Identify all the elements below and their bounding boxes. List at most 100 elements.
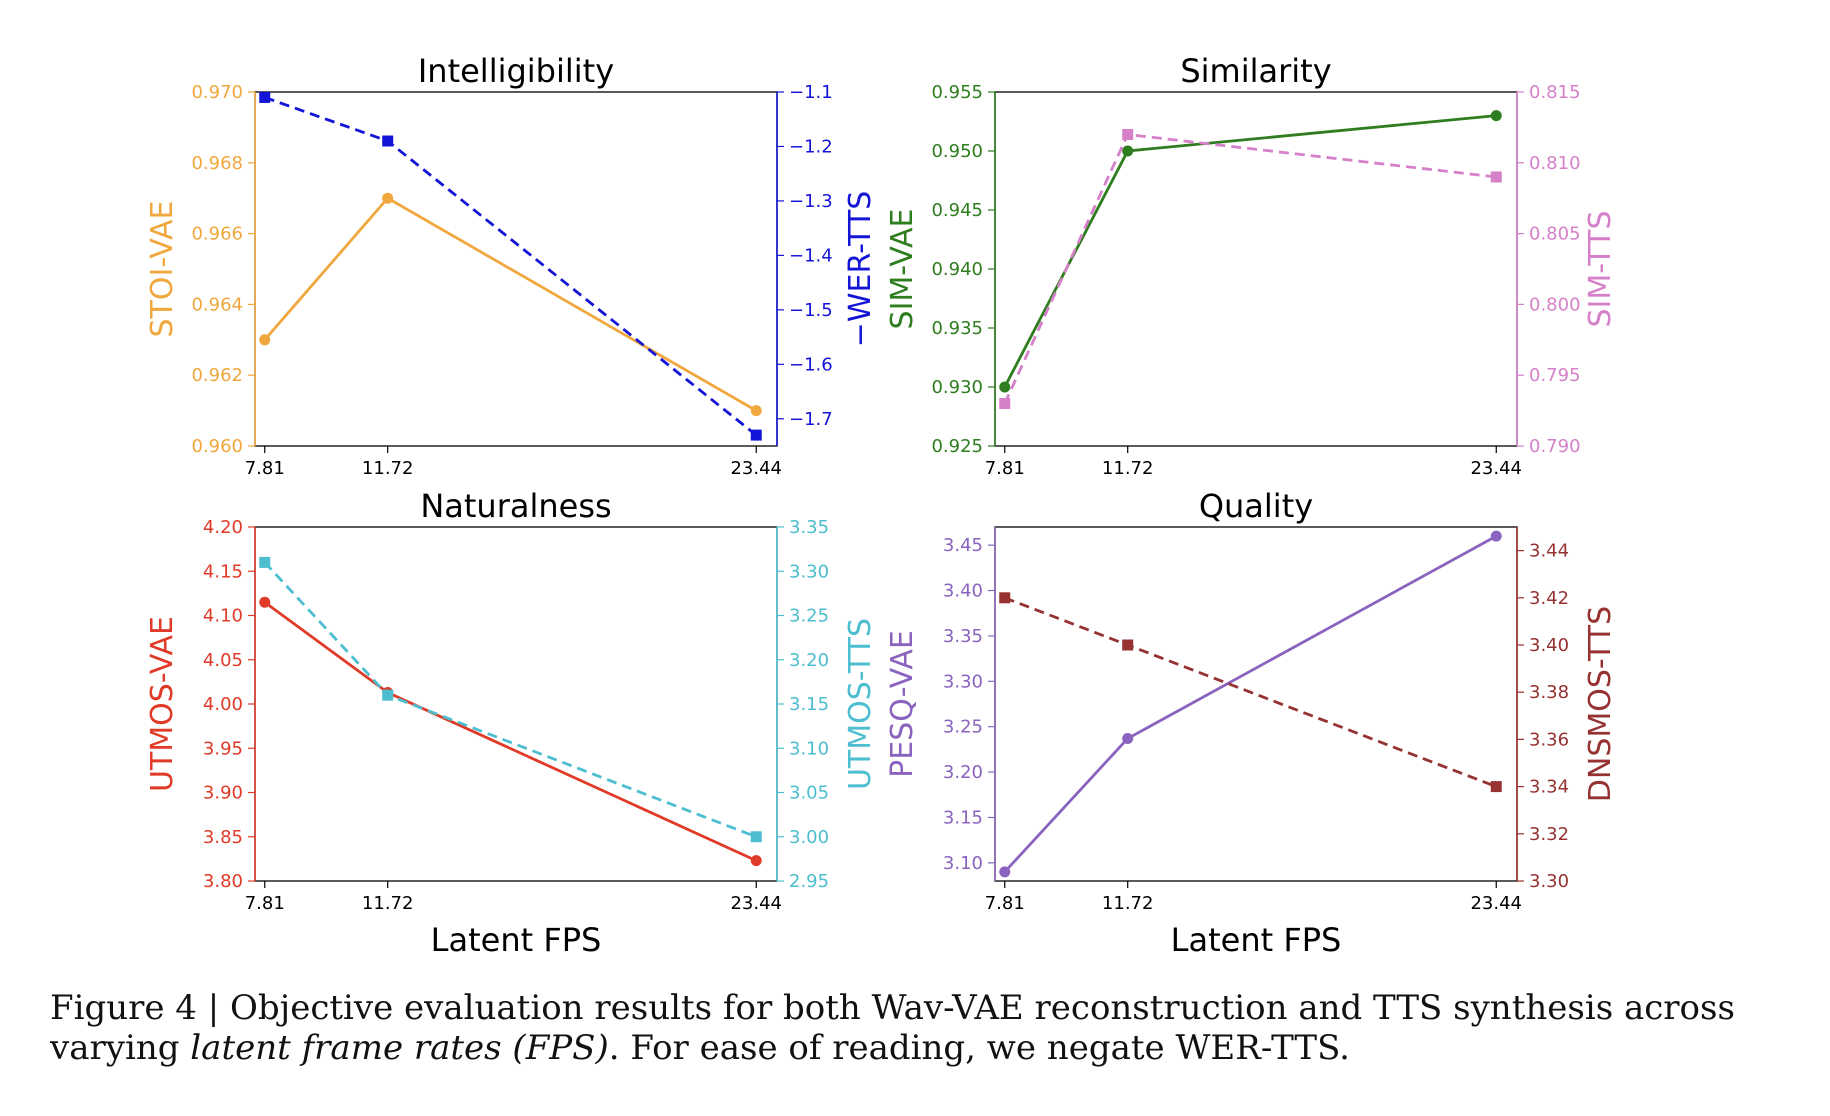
data-point-sim-vae [1490, 110, 1502, 122]
right-y-tick-label: 3.36 [1529, 729, 1569, 750]
series-line-sim-vae [1003, 114, 1497, 388]
data-point-sim-tts [999, 398, 1011, 410]
left-y-tick-label: 4.10 [203, 606, 243, 627]
right-y-tick-label: −1.5 [789, 300, 833, 321]
left-y-axis-label: PESQ-VAE [885, 630, 920, 778]
data-point-sim-tts [1122, 128, 1134, 140]
right-y-tick-label: 0.810 [1529, 153, 1581, 174]
data-point-dnsmos-tts [999, 592, 1011, 604]
right-y-tick-label: 3.05 [789, 783, 829, 804]
right-y-tick-label: 3.00 [789, 827, 829, 848]
right-y-tick-label: 3.20 [789, 650, 829, 671]
x-axis-label: Latent FPS [1171, 921, 1342, 959]
chart-title: Similarity [1180, 52, 1331, 90]
left-y-tick-label: 3.30 [943, 671, 983, 692]
panel-similarity: Similarity 7.81 11.72 23.44 0.925 0.930 0.935 0… [885, 52, 1618, 479]
data-point-sim-tts [1490, 171, 1502, 183]
x-axis-label: Latent FPS [431, 921, 602, 959]
left-y-tick-label: 3.90 [203, 783, 243, 804]
right-y-axis-label: UTMOS-TTS [843, 618, 878, 790]
data-point-stoi-vae [382, 192, 394, 204]
x-tick-label: 7.81 [985, 893, 1025, 914]
chart-title: Intelligibility [418, 52, 614, 90]
panel-naturalness: Naturalness 7.81 11.72 23.44 3.80 3.85 3.90 3.9… [145, 487, 878, 959]
left-y-axis-label: SIM-VAE [885, 209, 920, 330]
data-point-pesq-vae [1122, 732, 1134, 744]
data-point-utmos-vae [750, 855, 762, 867]
series-line-utmos-tts [263, 561, 757, 839]
right-y-tick-label: 3.25 [789, 606, 829, 627]
panel-intelligibility: Intelligibility 7.81 11.72 23.44 0.960 0.962 0… [145, 52, 878, 479]
right-y-tick-label: −1.3 [789, 191, 833, 212]
right-y-tick-label: 3.34 [1529, 777, 1569, 798]
series-line-sim-tts [1003, 132, 1497, 405]
left-y-tick-label: 0.962 [191, 365, 243, 386]
figure-canvas: Intelligibility 7.81 11.72 23.44 0.960 0.962 0… [145, 52, 1618, 959]
left-y-tick-label: 0.964 [191, 294, 243, 315]
series-line-dnsmos-tts [1004, 596, 1497, 788]
left-y-tick-label: 0.930 [931, 377, 983, 398]
data-point-sim-vae [1122, 145, 1134, 157]
left-y-tick-label: 0.960 [191, 436, 243, 457]
left-y-tick-label: 0.945 [931, 200, 983, 221]
left-y-tick-label: 3.20 [943, 762, 983, 783]
left-y-axis-label: UTMOS-VAE [145, 616, 180, 792]
left-y-tick-label: 3.85 [203, 827, 243, 848]
right-y-tick-label: 3.42 [1529, 588, 1569, 609]
left-y-axis-label: STOI-VAE [145, 201, 180, 338]
x-tick-label: 23.44 [730, 893, 782, 914]
right-y-tick-label: 3.30 [789, 561, 829, 582]
data-point-dnsmos-tts [1490, 781, 1502, 793]
right-y-tick-label: 3.44 [1529, 541, 1569, 562]
chart-title: Quality [1199, 487, 1313, 525]
chart-title: Naturalness [420, 487, 611, 525]
left-y-tick-label: 0.925 [931, 436, 983, 457]
right-y-axis-label: SIM-TTS [1583, 210, 1618, 327]
x-tick-label: 11.72 [1102, 458, 1154, 479]
left-y-tick-label: 0.950 [931, 141, 983, 162]
data-point-wer-tts [750, 429, 762, 441]
x-tick-label: 11.72 [1102, 893, 1154, 914]
plot-frame [994, 526, 1518, 882]
right-y-tick-label: 3.15 [789, 694, 829, 715]
figure-caption: Figure 4 | Objective evaluation results … [50, 988, 1810, 1068]
left-y-tick-label: 3.80 [203, 871, 243, 892]
x-tick-label: 23.44 [1470, 458, 1522, 479]
left-y-tick-label: 3.10 [943, 853, 983, 874]
right-y-tick-label: 0.800 [1529, 294, 1581, 315]
data-point-utmos-tts [259, 556, 271, 568]
series-line-pesq-vae [1003, 534, 1497, 873]
left-y-tick-label: 4.00 [203, 694, 243, 715]
x-tick-label: 7.81 [245, 893, 285, 914]
left-y-tick-label: 4.20 [203, 517, 243, 538]
right-y-axis-label: −WER-TTS [843, 191, 878, 348]
right-y-tick-label: −1.2 [789, 136, 833, 157]
left-y-tick-label: 0.940 [931, 259, 983, 280]
right-y-tick-label: −1.7 [789, 409, 833, 430]
right-y-tick-label: 0.790 [1529, 436, 1581, 457]
left-y-tick-label: 3.35 [943, 626, 983, 647]
plot-frame [994, 91, 1518, 447]
panel-quality: Quality 7.81 11.72 23.44 3.10 3.15 3.20 3.25 3.3… [885, 487, 1618, 959]
data-point-utmos-vae [259, 596, 271, 608]
left-y-tick-label: 0.935 [931, 318, 983, 339]
data-point-utmos-tts [382, 689, 394, 701]
right-y-tick-label: 0.805 [1529, 224, 1581, 245]
right-y-tick-label: 0.815 [1529, 82, 1581, 103]
right-y-tick-label: 3.10 [789, 738, 829, 759]
x-tick-label: 11.72 [362, 458, 414, 479]
left-y-tick-label: 3.25 [943, 717, 983, 738]
data-point-stoi-vae [259, 334, 271, 346]
left-y-tick-label: 0.968 [191, 153, 243, 174]
right-y-tick-label: 0.795 [1529, 365, 1581, 386]
x-tick-label: 11.72 [362, 893, 414, 914]
right-y-tick-label: 3.32 [1529, 824, 1569, 845]
left-y-tick-label: 4.05 [203, 650, 243, 671]
data-point-wer-tts [382, 135, 394, 147]
plot-frame [254, 526, 778, 882]
caption-italic: latent frame rates (FPS) [190, 1028, 609, 1068]
data-point-utmos-tts [750, 831, 762, 843]
right-y-tick-label: 3.38 [1529, 682, 1569, 703]
left-y-tick-label: 4.15 [203, 561, 243, 582]
right-y-tick-label: −1.1 [789, 82, 833, 103]
